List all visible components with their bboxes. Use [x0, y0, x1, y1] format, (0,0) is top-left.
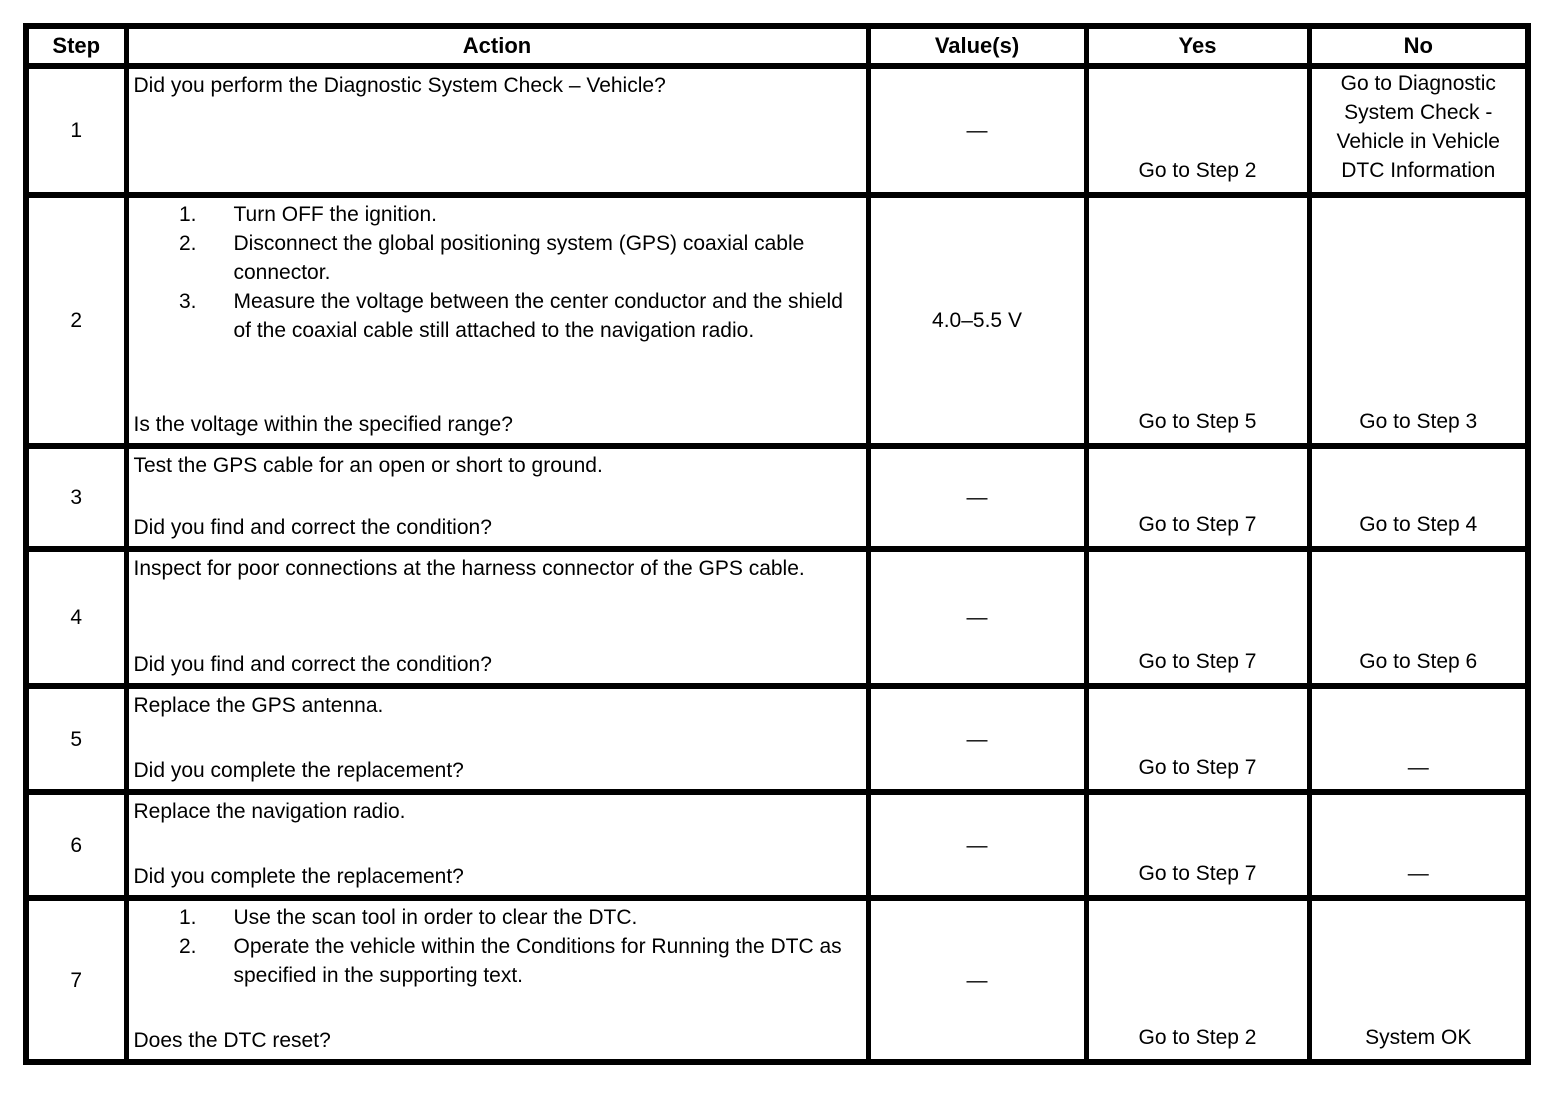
yes-cell: Go to Step 7	[1083, 546, 1312, 689]
no-cell: —	[1306, 789, 1531, 901]
no-cell: Go to Step 3	[1306, 192, 1531, 449]
value-cell: —	[865, 443, 1089, 552]
header-action: Action	[123, 23, 871, 69]
list-item: 3. Measure the voltage between the cente…	[134, 287, 860, 345]
list-item-number: 3.	[178, 290, 197, 313]
action-text: Inspect for poor connections at the harn…	[133, 557, 805, 580]
list-item: 2. Operate the vehicle within the Condit…	[134, 932, 860, 990]
action-cell: Inspect for poor connections at the harn…	[123, 546, 871, 689]
header-yes: Yes	[1083, 23, 1312, 69]
no-cell: System OK	[1306, 895, 1531, 1065]
step-number: 7	[23, 895, 129, 1065]
yes-cell: Go to Step 2	[1083, 895, 1312, 1065]
list-item-number: 1.	[178, 906, 197, 929]
action-cell: Replace the GPS antenna. Did you complet…	[123, 683, 871, 795]
action-question: Did you complete the replacement?	[133, 865, 464, 888]
value-cell: 4.0–5.5 V	[865, 192, 1089, 449]
list-item-text: Disconnect the global positioning system…	[233, 232, 805, 284]
no-cell: —	[1306, 683, 1531, 795]
step-number: 5	[23, 683, 129, 795]
list-item-number: 1.	[178, 203, 197, 226]
action-text: Did you perform the Diagnostic System Ch…	[133, 74, 666, 97]
action-text: Test the GPS cable for an open or short …	[133, 454, 603, 477]
value-cell: —	[865, 63, 1089, 198]
value-cell: —	[865, 683, 1089, 795]
list-item: 1. Turn OFF the ignition.	[134, 201, 860, 229]
table-row: 1 Did you perform the Diagnostic System …	[23, 63, 1531, 198]
action-numbered-list: 1. Turn OFF the ignition. 2. Disconnect …	[134, 201, 860, 345]
header-row: Step Action Value(s) Yes No	[23, 23, 1531, 69]
list-item-text: Measure the voltage between the center c…	[233, 290, 843, 342]
step-number: 3	[23, 443, 129, 552]
step-number: 1	[23, 63, 129, 198]
action-cell: Did you perform the Diagnostic System Ch…	[123, 63, 871, 198]
action-text: Replace the GPS antenna.	[133, 694, 384, 717]
step-number: 2	[23, 192, 129, 449]
list-item-number: 2.	[178, 935, 197, 958]
action-cell: 1. Turn OFF the ignition. 2. Disconnect …	[123, 192, 871, 449]
table-row: 5 Replace the GPS antenna. Did you compl…	[23, 683, 1531, 795]
list-item-text: Turn OFF the ignition.	[233, 203, 437, 226]
table-row: 3 Test the GPS cable for an open or shor…	[23, 443, 1531, 552]
action-question: Did you complete the replacement?	[133, 759, 464, 782]
table-row: 6 Replace the navigation radio. Did you …	[23, 789, 1531, 901]
yes-cell: Go to Step 7	[1083, 443, 1312, 552]
no-cell: Go to Step 4	[1306, 443, 1531, 552]
action-numbered-list: 1. Use the scan tool in order to clear t…	[134, 904, 860, 990]
step-number: 6	[23, 789, 129, 901]
list-item-text: Operate the vehicle within the Condition…	[233, 935, 842, 987]
step-number: 4	[23, 546, 129, 689]
table-row: 4 Inspect for poor connections at the ha…	[23, 546, 1531, 689]
yes-cell: Go to Step 2	[1083, 63, 1312, 198]
action-cell: Replace the navigation radio. Did you co…	[123, 789, 871, 901]
value-cell: —	[865, 546, 1089, 689]
yes-cell: Go to Step 7	[1083, 683, 1312, 795]
action-question: Did you find and correct the condition?	[133, 516, 492, 539]
action-cell: 1. Use the scan tool in order to clear t…	[123, 895, 871, 1065]
header-values: Value(s)	[865, 23, 1089, 69]
table-row: 2 1. Turn OFF the ignition. 2. Disconnec…	[23, 192, 1531, 449]
value-cell: —	[865, 895, 1089, 1065]
header-no: No	[1306, 23, 1531, 69]
action-text: Replace the navigation radio.	[133, 800, 406, 823]
no-cell: Go to Step 6	[1306, 546, 1531, 689]
list-item-number: 2.	[178, 232, 197, 255]
list-item-text: Use the scan tool in order to clear the …	[233, 906, 638, 929]
yes-cell: Go to Step 5	[1083, 192, 1312, 449]
no-cell: Go to Diagnostic System Check - Vehicle …	[1306, 63, 1531, 198]
action-question: Is the voltage within the specified rang…	[133, 413, 513, 436]
value-cell: —	[865, 789, 1089, 901]
action-question: Does the DTC reset?	[133, 1029, 331, 1052]
action-cell: Test the GPS cable for an open or short …	[123, 443, 871, 552]
table-row: 7 1. Use the scan tool in order to clear…	[23, 895, 1531, 1065]
yes-cell: Go to Step 7	[1083, 789, 1312, 901]
list-item: 2. Disconnect the global positioning sys…	[134, 229, 860, 287]
list-item: 1. Use the scan tool in order to clear t…	[134, 904, 860, 932]
diagnostic-table: Step Action Value(s) Yes No 1 Did you pe…	[23, 23, 1531, 1065]
action-question: Did you find and correct the condition?	[133, 653, 492, 676]
header-step: Step	[23, 23, 129, 69]
